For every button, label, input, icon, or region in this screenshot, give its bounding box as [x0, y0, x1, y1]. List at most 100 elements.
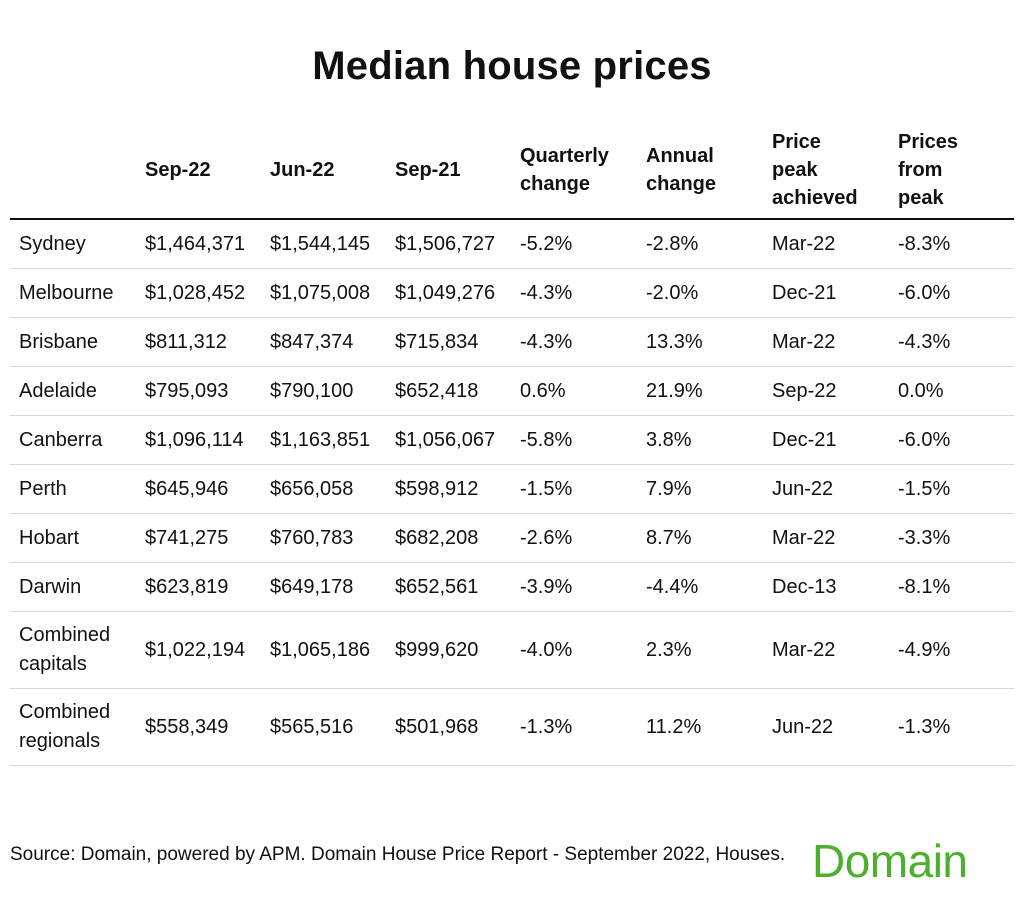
- table-row: Perth $645,946 $656,058 $598,912 -1.5% 7.9% Ju…: [10, 464, 1014, 514]
- sep-21-cell: $501,968: [386, 688, 511, 766]
- from-peak-cell: -6.0%: [889, 415, 1014, 465]
- quarterly-change-cell: -4.3%: [511, 268, 637, 318]
- from-peak-cell: -4.9%: [889, 611, 1014, 689]
- region-cell: Brisbane: [10, 317, 136, 367]
- quarterly-change-cell: -2.6%: [511, 513, 637, 563]
- region-cell: Combined capitals: [10, 611, 136, 689]
- quarterly-change-cell: -5.2%: [511, 219, 637, 269]
- header-jun-22: Jun-22: [261, 122, 386, 220]
- from-peak-cell: -4.3%: [889, 317, 1014, 367]
- sep-22-cell: $1,022,194: [136, 611, 261, 689]
- sep-22-cell: $741,275: [136, 513, 261, 563]
- jun-22-cell: $790,100: [261, 366, 386, 416]
- from-peak-cell: -3.3%: [889, 513, 1014, 563]
- house-price-table: Sep-22 Jun-22 Sep-21 Quarterly change An…: [10, 122, 1014, 766]
- table-row: Canberra $1,096,114 $1,163,851 $1,056,067 -5…: [10, 415, 1014, 465]
- region-cell: Perth: [10, 464, 136, 514]
- price-peak-cell: Jun-22: [763, 688, 889, 766]
- from-peak-cell: -1.5%: [889, 464, 1014, 514]
- price-peak-cell: Dec-13: [763, 562, 889, 612]
- region-cell: Canberra: [10, 415, 136, 465]
- chart-title: Median house prices: [312, 44, 712, 88]
- sep-21-cell: $999,620: [386, 611, 511, 689]
- header-sep-21: Sep-21: [386, 122, 511, 220]
- annual-change-cell: -2.0%: [637, 268, 763, 318]
- table-row: Adelaide $795,093 $790,100 $652,418 0.6% 21.9…: [10, 366, 1014, 416]
- price-peak-cell: Mar-22: [763, 219, 889, 269]
- from-peak-cell: -6.0%: [889, 268, 1014, 318]
- sep-22-cell: $795,093: [136, 366, 261, 416]
- table-header-row: Sep-22 Jun-22 Sep-21 Quarterly change An…: [10, 122, 1014, 220]
- annual-change-cell: 21.9%: [637, 366, 763, 416]
- sep-21-cell: $598,912: [386, 464, 511, 514]
- region-cell: Combined regionals: [10, 688, 136, 766]
- sep-21-cell: $652,561: [386, 562, 511, 612]
- table-row: Combined regionals $558,349 $565,516 $501,9…: [10, 688, 1014, 766]
- annual-change-cell: 3.8%: [637, 415, 763, 465]
- sep-21-cell: $652,418: [386, 366, 511, 416]
- sep-22-cell: $623,819: [136, 562, 261, 612]
- jun-22-cell: $847,374: [261, 317, 386, 367]
- quarterly-change-cell: -4.0%: [511, 611, 637, 689]
- header-quarterly-change: Quarterly change: [511, 122, 637, 220]
- annual-change-cell: -4.4%: [637, 562, 763, 612]
- table-row: Melbourne $1,028,452 $1,075,008 $1,049,276-…: [10, 268, 1014, 318]
- quarterly-change-cell: -1.5%: [511, 464, 637, 514]
- annual-change-cell: 8.7%: [637, 513, 763, 563]
- sep-22-cell: $558,349: [136, 688, 261, 766]
- table-row: Hobart $741,275 $760,783 $682,208 -2.6% 8.7% M…: [10, 513, 1014, 563]
- header-prices-from-peak: Prices from peak: [889, 122, 1014, 220]
- annual-change-cell: -2.8%: [637, 219, 763, 269]
- quarterly-change-cell: -5.8%: [511, 415, 637, 465]
- annual-change-cell: 11.2%: [637, 688, 763, 766]
- from-peak-cell: -8.3%: [889, 219, 1014, 269]
- jun-22-cell: $1,544,145: [261, 219, 386, 269]
- sep-22-cell: $1,096,114: [136, 415, 261, 465]
- price-peak-cell: Dec-21: [763, 415, 889, 465]
- region-cell: Sydney: [10, 219, 136, 269]
- sep-22-cell: $1,028,452: [136, 268, 261, 318]
- table-row: Brisbane $811,312 $847,374 $715,834 -4.3% 13.…: [10, 317, 1014, 367]
- region-cell: Adelaide: [10, 366, 136, 416]
- jun-22-cell: $649,178: [261, 562, 386, 612]
- source-note: Source: Domain, powered by APM. Domain H…: [10, 844, 786, 865]
- jun-22-cell: $656,058: [261, 464, 386, 514]
- sep-22-cell: $811,312: [136, 317, 261, 367]
- header-region: [10, 122, 136, 220]
- quarterly-change-cell: -1.3%: [511, 688, 637, 766]
- table-row: Combined capitals $1,022,194 $1,065,186 $99…: [10, 611, 1014, 689]
- annual-change-cell: 7.9%: [637, 464, 763, 514]
- jun-22-cell: $1,163,851: [261, 415, 386, 465]
- region-cell: Darwin: [10, 562, 136, 612]
- quarterly-change-cell: -4.3%: [511, 317, 637, 367]
- from-peak-cell: -1.3%: [889, 688, 1014, 766]
- header-price-peak-achieved: Price peak achieved: [763, 122, 889, 220]
- table-row: Darwin $623,819 $649,178 $652,561 -3.9% -4.4%…: [10, 562, 1014, 612]
- sep-21-cell: $682,208: [386, 513, 511, 563]
- sep-21-cell: $1,056,067: [386, 415, 511, 465]
- header-sep-22: Sep-22: [136, 122, 261, 220]
- domain-logo: Domain: [812, 835, 968, 887]
- from-peak-cell: 0.0%: [889, 366, 1014, 416]
- sep-21-cell: $1,049,276: [386, 268, 511, 318]
- sep-22-cell: $1,464,371: [136, 219, 261, 269]
- sep-22-cell: $645,946: [136, 464, 261, 514]
- header-annual-change: Annual change: [637, 122, 763, 220]
- annual-change-cell: 2.3%: [637, 611, 763, 689]
- price-peak-cell: Sep-22: [763, 366, 889, 416]
- sep-21-cell: $1,506,727: [386, 219, 511, 269]
- from-peak-cell: -8.1%: [889, 562, 1014, 612]
- quarterly-change-cell: -3.9%: [511, 562, 637, 612]
- price-peak-cell: Dec-21: [763, 268, 889, 318]
- jun-22-cell: $1,075,008: [261, 268, 386, 318]
- jun-22-cell: $760,783: [261, 513, 386, 563]
- price-peak-cell: Mar-22: [763, 513, 889, 563]
- jun-22-cell: $565,516: [261, 688, 386, 766]
- sep-21-cell: $715,834: [386, 317, 511, 367]
- annual-change-cell: 13.3%: [637, 317, 763, 367]
- quarterly-change-cell: 0.6%: [511, 366, 637, 416]
- table-row: Sydney $1,464,371 $1,544,145 $1,506,727 -5.2…: [10, 219, 1014, 269]
- price-peak-cell: Mar-22: [763, 611, 889, 689]
- jun-22-cell: $1,065,186: [261, 611, 386, 689]
- price-peak-cell: Mar-22: [763, 317, 889, 367]
